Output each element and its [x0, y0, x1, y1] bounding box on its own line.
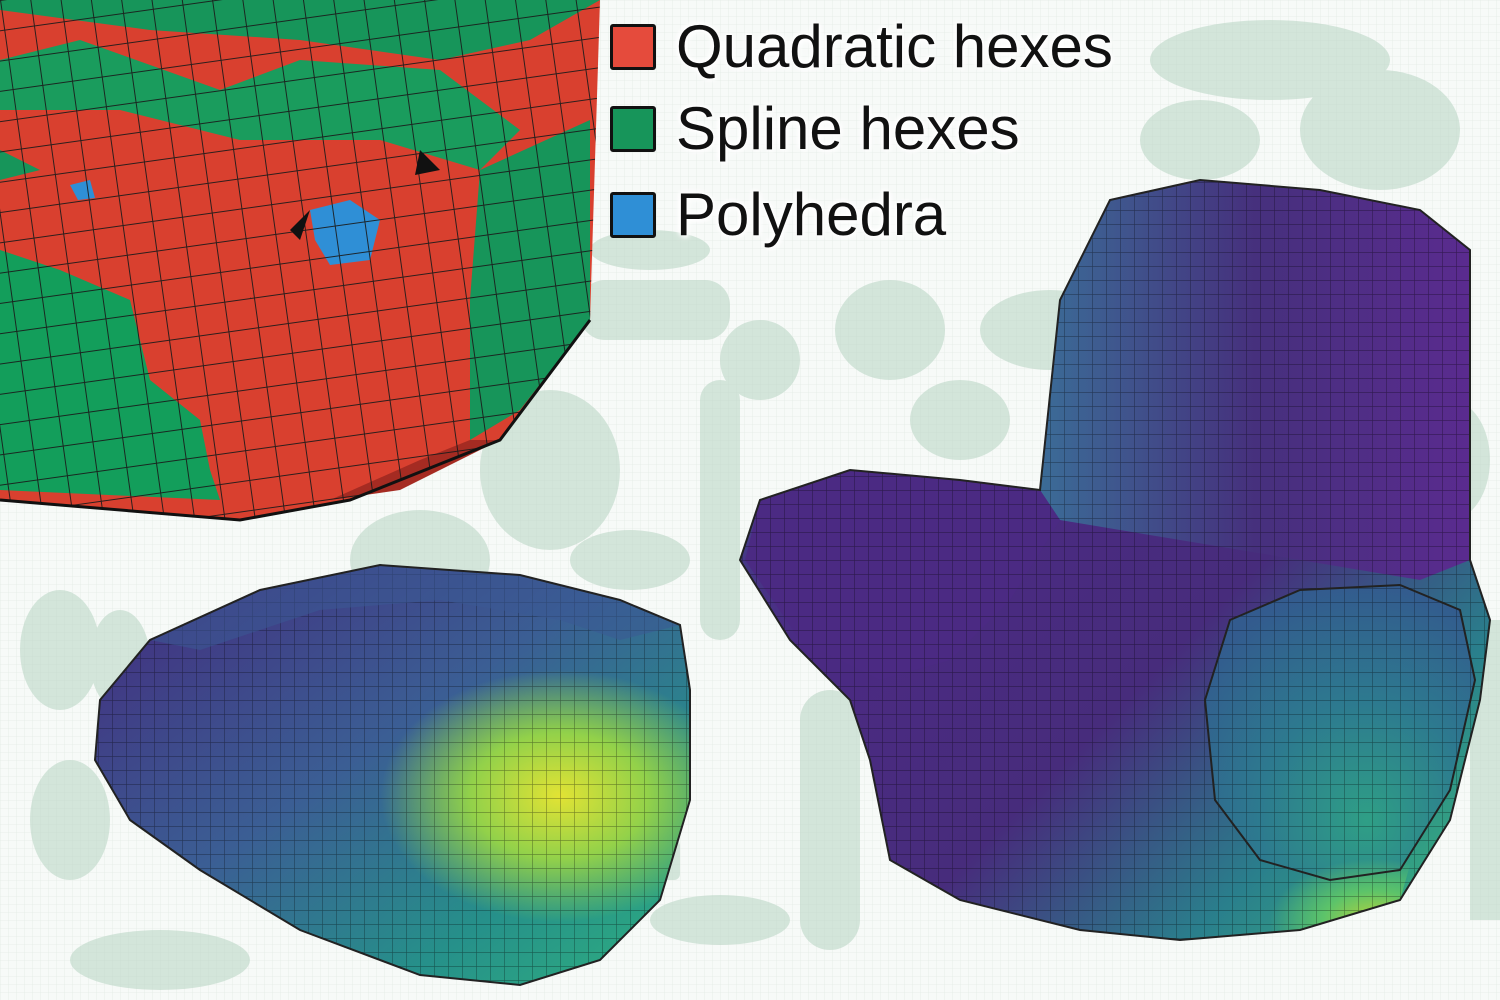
legend-label: Quadratic hexes [676, 13, 1113, 80]
hex-mesh-block [0, 0, 600, 522]
cushion-mesh [93, 563, 691, 987]
legend-label: Spline hexes [676, 95, 1020, 162]
legend-swatch-quadratic-hexes [610, 24, 656, 70]
legend-item-quadratic-hexes: Quadratic hexes [600, 12, 1240, 82]
legend-item-spline-hexes: Spline hexes [600, 94, 1240, 164]
chair-mesh [738, 178, 1492, 942]
legend-label: Polyhedra [676, 181, 947, 248]
legend: Quadratic hexes Spline hexes Polyhedra [600, 12, 1240, 262]
legend-swatch-spline-hexes [610, 106, 656, 152]
legend-swatch-polyhedra [610, 192, 656, 238]
legend-item-polyhedra: Polyhedra [600, 180, 1240, 250]
